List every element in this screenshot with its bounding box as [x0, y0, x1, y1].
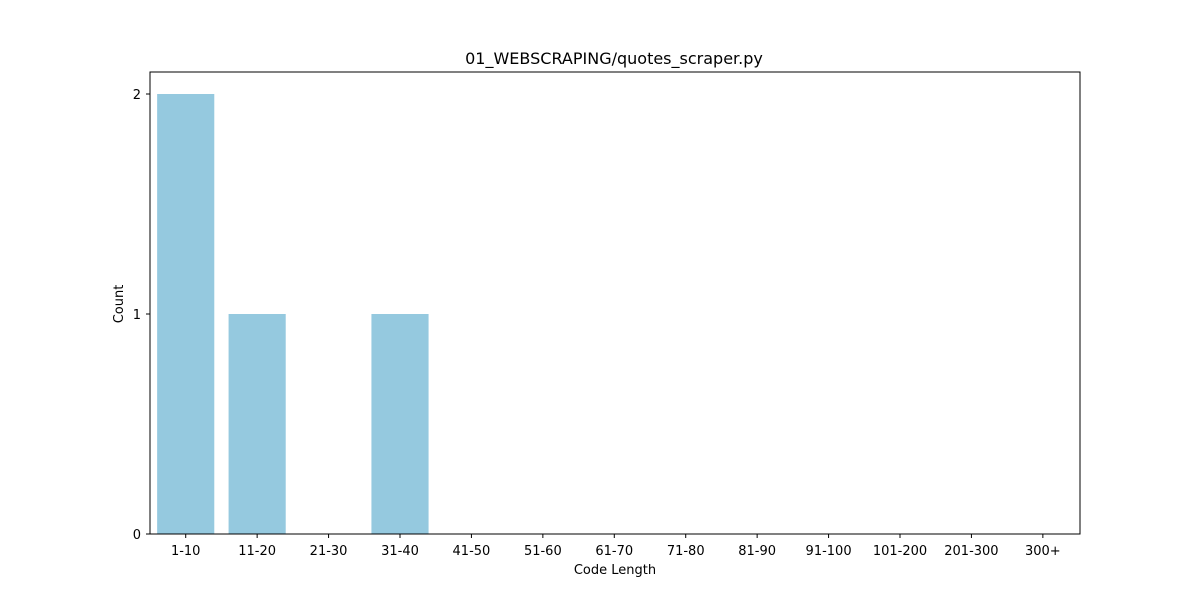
x-axis-label: Code Length — [574, 563, 656, 578]
x-tick-label: 201-300 — [944, 544, 998, 559]
x-tick-label: 81-90 — [738, 544, 776, 559]
x-tick-label: 21-30 — [310, 544, 348, 559]
x-tick-label: 41-50 — [453, 544, 491, 559]
y-tick-label: 2 — [133, 88, 141, 103]
y-axis-ticks: 0 1 2 — [133, 88, 150, 543]
chart-title: 01_WEBSCRAPING/quotes_scraper.py — [465, 49, 763, 69]
y-axis-label: Count — [112, 285, 127, 324]
bar-11-20 — [228, 314, 286, 534]
plot-frame — [149, 71, 1081, 535]
x-tick-label: 71-80 — [667, 544, 705, 559]
x-tick-label: 31-40 — [381, 544, 419, 559]
x-axis-ticks: 1-10 11-20 21-30 31-40 41-50 51-60 61-70 71-80 8… — [171, 534, 1061, 559]
x-tick-label: 300+ — [1025, 544, 1061, 559]
bars-group — [157, 94, 429, 534]
x-tick-label: 101-200 — [873, 544, 927, 559]
x-tick-label: 11-20 — [238, 544, 276, 559]
x-tick-label: 51-60 — [524, 544, 562, 559]
x-tick-label: 61-70 — [595, 544, 633, 559]
x-tick-label: 1-10 — [171, 544, 201, 559]
x-tick-label: 91-100 — [806, 544, 852, 559]
y-tick-label: 1 — [133, 308, 141, 323]
bar-31-40 — [371, 314, 429, 534]
y-tick-label: 0 — [133, 528, 141, 543]
bar-1-10 — [157, 94, 215, 534]
